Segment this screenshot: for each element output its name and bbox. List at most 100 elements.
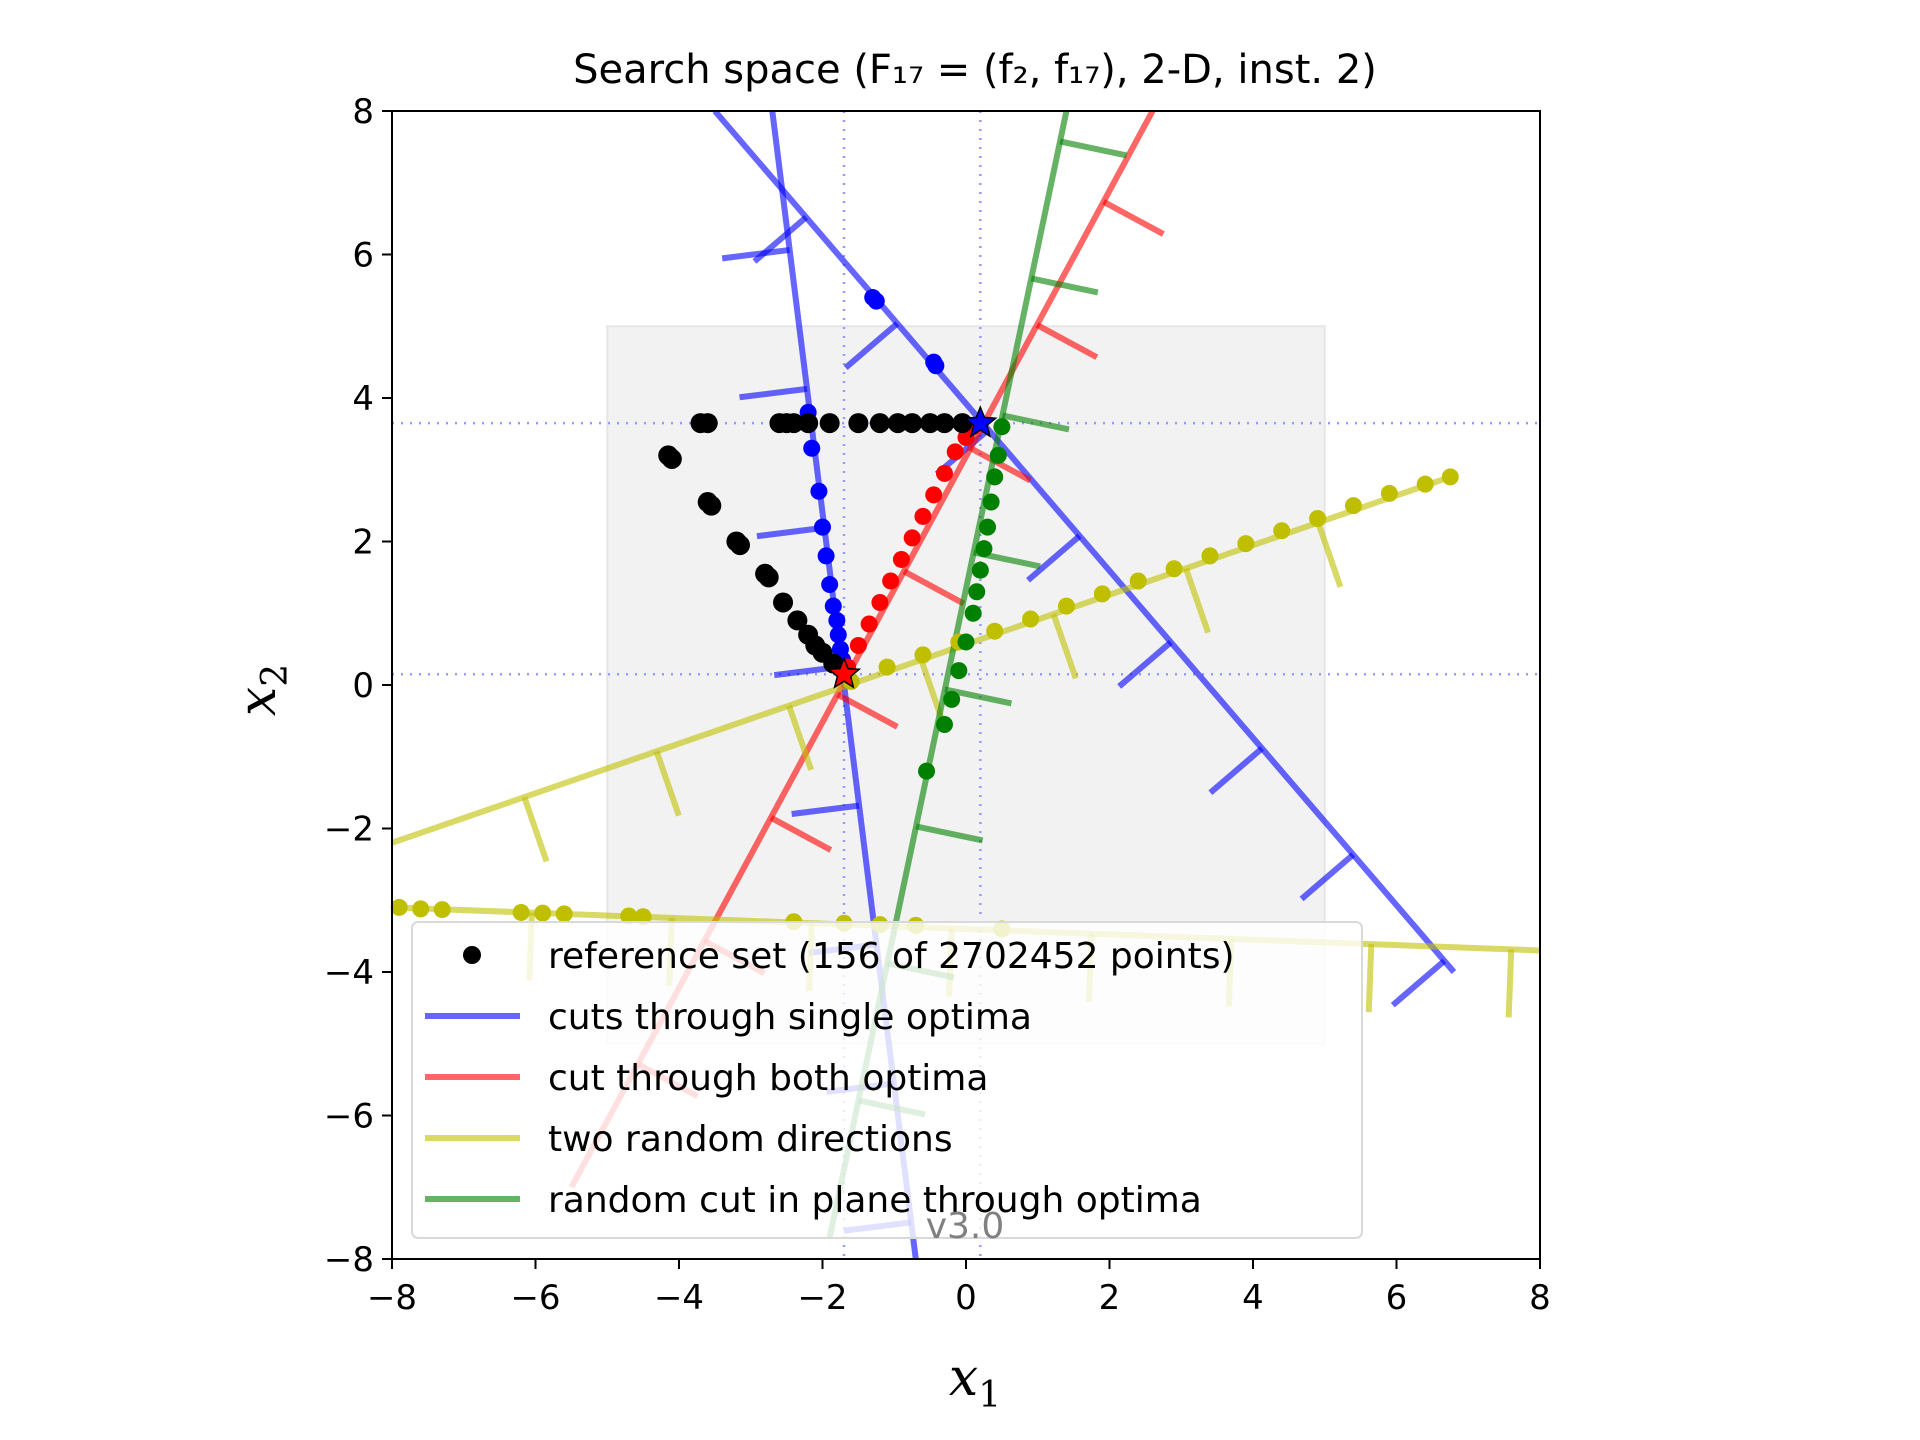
cut-tick — [836, 691, 899, 730]
legend: reference set (156 of 2702452 points) cut… — [411, 921, 1363, 1239]
series-point — [975, 540, 993, 558]
series-point — [982, 493, 1000, 511]
series-point — [555, 905, 573, 923]
cut-tick — [786, 704, 814, 771]
cut-tick — [769, 815, 833, 853]
series-point — [512, 903, 530, 921]
legend-label: reference set (156 of 2702452 points) — [548, 936, 1235, 977]
series-point — [914, 646, 932, 664]
legend-entry: random cut in plane through optima — [425, 1180, 1202, 1221]
series-point — [817, 547, 835, 565]
cut-tick — [721, 246, 791, 262]
series-point — [971, 561, 989, 579]
legend-box — [411, 921, 1363, 1239]
series-point — [986, 622, 1004, 640]
series-point — [803, 439, 821, 457]
x-tick-label: 0 — [955, 1278, 977, 1318]
series-point — [964, 604, 982, 622]
y-axis: −8 −6 −4 −2 0 2 4 6 8 — [324, 92, 392, 1280]
y-tick-label: 2 — [352, 523, 374, 563]
series-point — [950, 662, 968, 680]
x-tick-label: −2 — [797, 1278, 847, 1318]
cut-tick — [1001, 412, 1070, 433]
cut-tick — [1035, 322, 1099, 360]
series-point — [986, 468, 1004, 486]
reference-point — [758, 567, 779, 588]
series-point — [1201, 547, 1219, 565]
reference-point — [819, 413, 840, 434]
y-tick-label: 0 — [352, 666, 374, 706]
cut-tick — [1030, 275, 1099, 296]
series-point — [1344, 497, 1362, 515]
legend-label: cut through both optima — [548, 1058, 988, 1099]
series-point — [903, 529, 921, 547]
series-point — [979, 518, 997, 536]
series-point — [943, 690, 961, 708]
cut-tick — [1208, 746, 1264, 795]
cut-tick — [1102, 199, 1165, 237]
reference-point — [697, 413, 718, 434]
reference-point — [902, 413, 923, 434]
legend-items: reference set (156 of 2702452 points) cut… — [425, 936, 1235, 1221]
cut-tick — [752, 214, 809, 264]
legend-swatch-dot — [463, 946, 481, 964]
legend-entry: cuts through single optima — [425, 997, 1032, 1038]
reference-point — [798, 413, 819, 434]
x-tick-label: −4 — [654, 1278, 704, 1318]
series-point — [534, 904, 552, 922]
cut-tick — [969, 445, 1032, 484]
y-tick-label: −4 — [324, 953, 374, 993]
series-point — [946, 443, 964, 461]
series-point — [824, 597, 842, 615]
reference-point — [661, 448, 682, 469]
cut-tick — [1299, 852, 1356, 902]
cut-tick — [1026, 533, 1082, 583]
cut-tick — [1390, 958, 1447, 1008]
cut-tick — [915, 823, 984, 844]
reference-point — [848, 413, 869, 434]
cut-tick — [739, 385, 808, 401]
cut-tick — [902, 568, 966, 607]
reference-point — [887, 413, 908, 434]
y-tick-label: 8 — [352, 92, 374, 132]
y-tick-label: −8 — [324, 1240, 374, 1280]
series-point — [935, 715, 953, 733]
series-point — [849, 637, 867, 655]
optimum-star-marker — [963, 405, 998, 438]
cut-tick — [1365, 944, 1375, 1013]
x-tick-label: 2 — [1099, 1278, 1121, 1318]
series-point — [390, 898, 408, 916]
cut-tick — [521, 796, 550, 863]
reference-point — [952, 413, 973, 434]
cut-tick — [1059, 138, 1128, 159]
series-point — [821, 576, 839, 594]
cut-tick — [944, 686, 1013, 707]
x-tick-label: 6 — [1386, 1278, 1408, 1318]
series-point — [927, 357, 945, 375]
reference-point — [920, 413, 941, 434]
legend-entry: cut through both optima — [425, 1058, 988, 1099]
series-point — [918, 762, 936, 780]
y-tick-label: −2 — [324, 810, 374, 850]
series-point — [878, 658, 896, 676]
optima-markers — [826, 405, 998, 689]
legend-entry: two random directions — [425, 1119, 953, 1160]
series-point — [1441, 468, 1459, 486]
series-point — [620, 907, 638, 925]
legend-label: cuts through single optima — [548, 997, 1032, 1038]
x-axis-label: x1 — [949, 1348, 1001, 1416]
series-point — [860, 615, 878, 633]
series-point — [1129, 572, 1147, 590]
y-tick-label: 4 — [352, 379, 374, 419]
cut-tick — [653, 750, 682, 817]
series-point — [892, 550, 910, 568]
legend-label: random cut in plane through optima — [548, 1180, 1202, 1221]
cut-tick — [791, 802, 860, 818]
y-axis-label: x2 — [228, 664, 296, 716]
y-tick-label: 6 — [352, 236, 374, 276]
series-point — [1022, 610, 1040, 628]
series-point — [968, 583, 986, 601]
cut-tick — [1505, 949, 1515, 1018]
reference-point — [701, 495, 722, 516]
series-point — [814, 518, 831, 536]
